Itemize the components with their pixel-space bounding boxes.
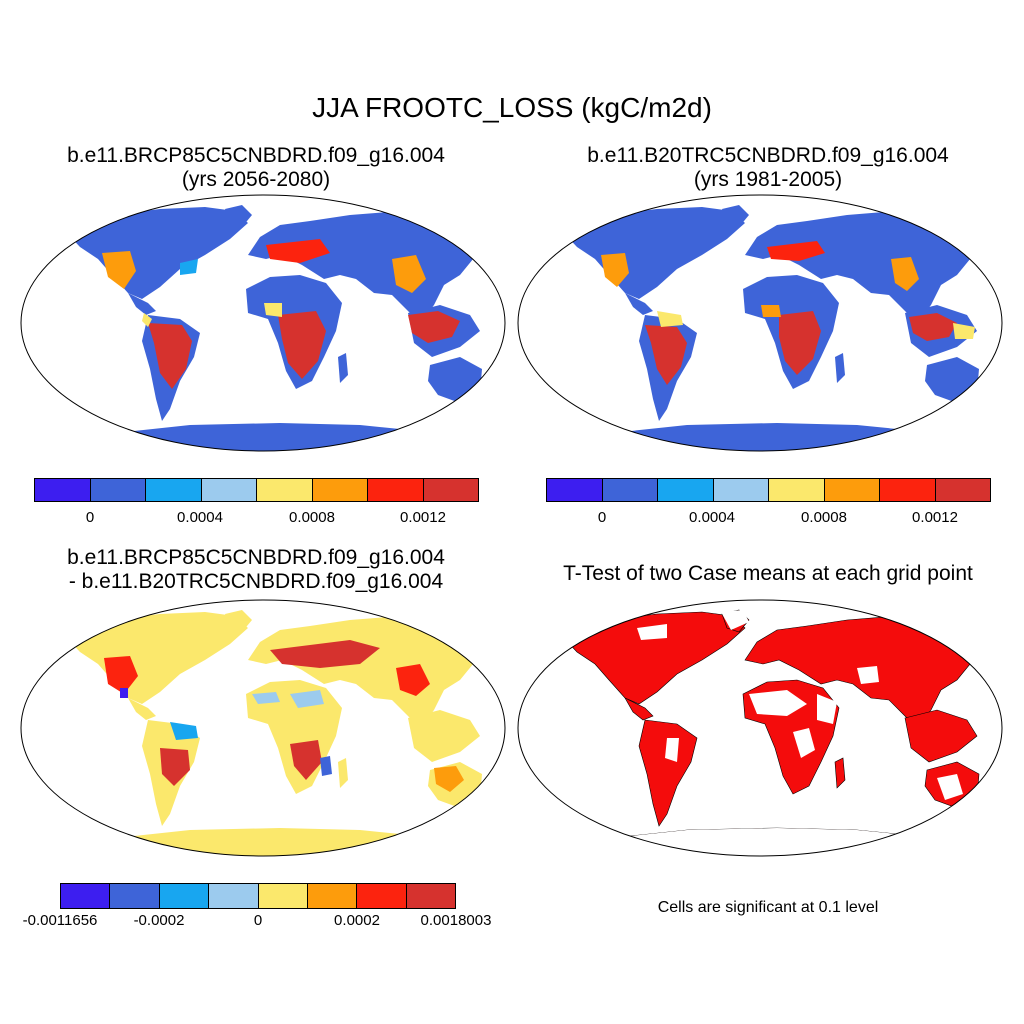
colorbar-2-tick: 0 — [597, 509, 607, 526]
colorbar-swatch — [307, 884, 358, 908]
colorbar-1-tick: 0.0004 — [177, 509, 223, 526]
significance-note: Cells are significant at 0.1 level — [657, 899, 879, 916]
panel-1-years: (yrs 2056-2080) — [181, 168, 331, 191]
colorbar-swatch — [209, 884, 259, 908]
colorbar-swatch — [61, 884, 111, 908]
colorbar-swatch — [713, 479, 769, 501]
colorbar-swatch — [146, 479, 202, 501]
colorbar-swatch — [201, 479, 257, 501]
colorbar-swatch — [880, 479, 936, 501]
colorbar-panel-2 — [546, 478, 991, 502]
panel-4-title: T-Test of two Case means at each grid po… — [563, 562, 973, 585]
colorbar-panel-3 — [60, 883, 456, 909]
colorbar-swatch — [547, 479, 603, 501]
colorbar-swatch — [258, 884, 308, 908]
map-1-hotspots — [102, 239, 460, 389]
colorbar-1-tick: 0.0008 — [289, 509, 335, 526]
panel-3-case-a: b.e11.BRCP85C5CNBDRD.f09_g16.004 — [67, 546, 445, 569]
map-panel-1 — [20, 194, 506, 452]
colorbar-swatch — [312, 479, 368, 501]
panel-2-years: (yrs 1981-2005) — [693, 168, 843, 191]
figure-title: JJA FROOTC_LOSS (kgC/m2d) — [312, 92, 712, 123]
panel-3-title: b.e11.BRCP85C5CNBDRD.f09_g16.004 - b.e11… — [0, 546, 512, 594]
colorbar-swatch — [357, 884, 407, 908]
colorbar-swatch — [159, 884, 210, 908]
colorbar-swatch — [257, 479, 313, 501]
colorbar-3-tick: -0.0011656 — [22, 912, 98, 929]
panel-2-case-name: b.e11.B20TRC5CNBDRD.f09_g16.004 — [587, 144, 949, 167]
colorbar-swatch — [658, 479, 714, 501]
colorbar-3-tick: 0 — [253, 912, 263, 929]
colorbar-1-tick: 0.0012 — [400, 509, 446, 526]
map-panel-2 — [517, 194, 1003, 452]
panel-2-title: b.e11.B20TRC5CNBDRD.f09_g16.004 (yrs 198… — [512, 144, 1024, 192]
colorbar-3-tick: 0.0018003 — [420, 912, 492, 929]
colorbar-swatch — [35, 479, 91, 501]
panel-1-title: b.e11.BRCP85C5CNBDRD.f09_g16.004 (yrs 20… — [0, 144, 512, 192]
colorbar-panel-1 — [34, 478, 479, 502]
colorbar-3-tick: 0.0002 — [334, 912, 380, 929]
colorbar-2-tick: 0.0012 — [912, 509, 958, 526]
colorbar-swatch — [368, 479, 424, 501]
colorbar-swatch — [602, 479, 658, 501]
panel-3-case-b: - b.e11.B20TRC5CNBDRD.f09_g16.004 — [68, 570, 444, 593]
map-3-hotspots — [104, 640, 464, 792]
colorbar-2-tick: 0.0004 — [689, 509, 735, 526]
colorbar-swatch — [935, 479, 990, 501]
map-panel-3 — [20, 599, 506, 857]
colorbar-2-tick: 0.0008 — [801, 509, 847, 526]
map-panel-4 — [517, 599, 1003, 857]
panel-1-case-name: b.e11.BRCP85C5CNBDRD.f09_g16.004 — [67, 144, 445, 167]
colorbar-swatch — [110, 884, 160, 908]
colorbar-swatch — [769, 479, 825, 501]
colorbar-1-tick: 0 — [85, 509, 95, 526]
colorbar-swatch — [423, 479, 478, 501]
colorbar-swatch — [406, 884, 455, 908]
colorbar-swatch — [824, 479, 880, 501]
colorbar-swatch — [90, 479, 146, 501]
map-2-hotspots — [601, 241, 975, 385]
colorbar-3-tick: -0.0002 — [133, 912, 185, 929]
